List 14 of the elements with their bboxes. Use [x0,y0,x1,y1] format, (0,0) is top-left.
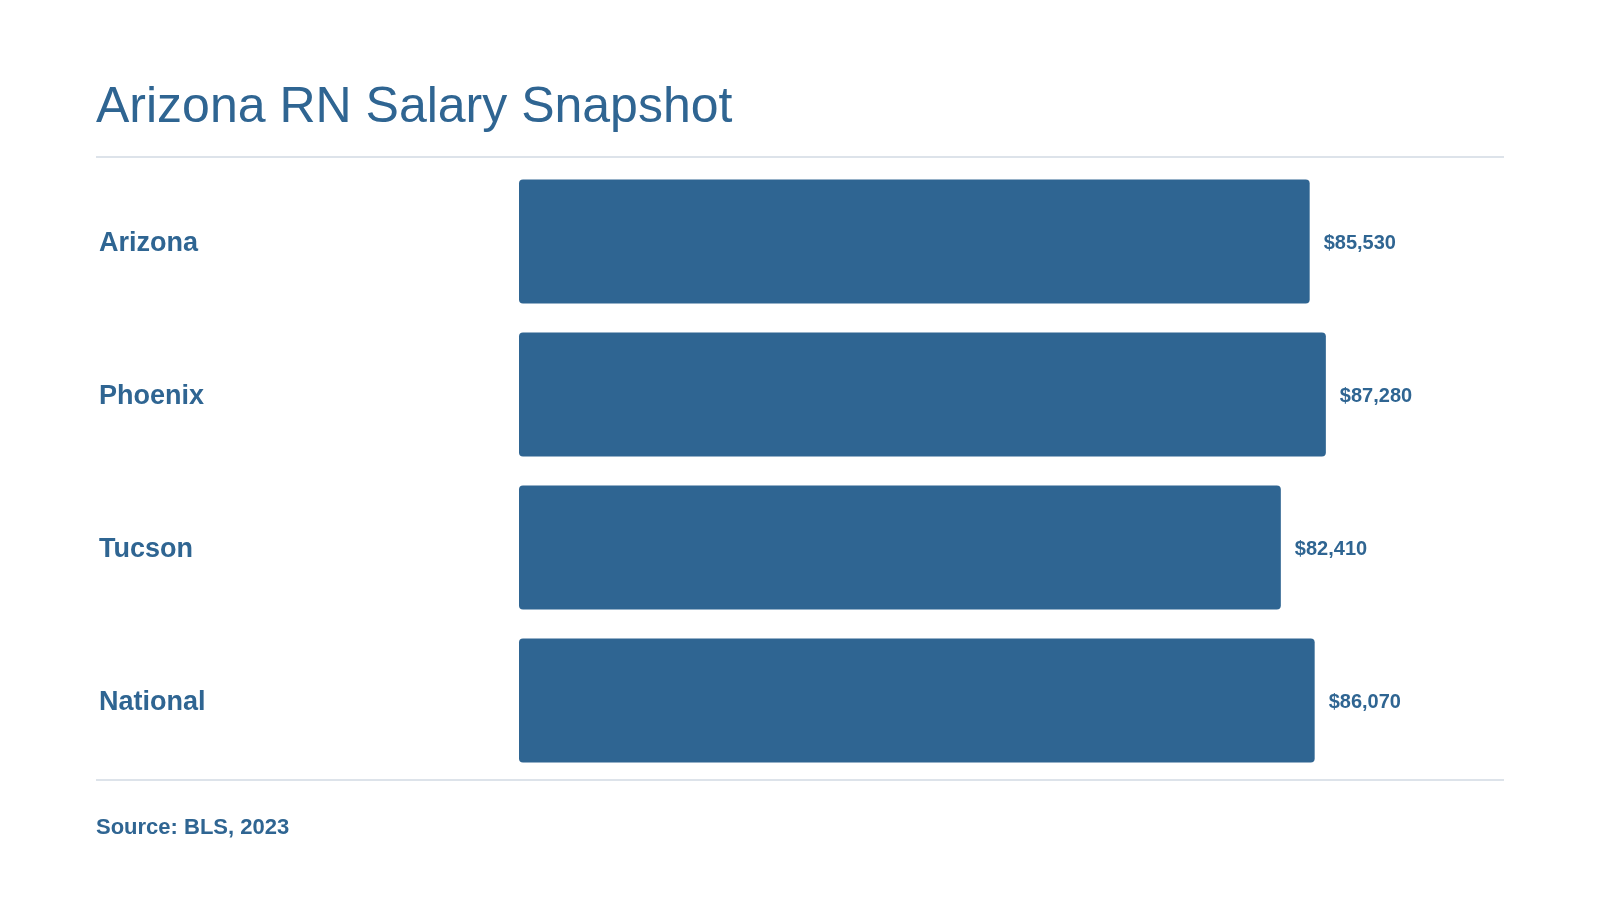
y-tick-label: National [99,685,206,716]
y-tick-label: Phoenix [99,379,205,410]
chart-title: Arizona RN Salary Snapshot [96,76,733,134]
y-tick-label: Tucson [99,532,193,563]
source-note: Source: BLS, 2023 [96,814,290,840]
data-label: $82,410 [1294,536,1368,559]
bar [519,485,1281,610]
bar [519,179,1310,304]
y-tick-label: Arizona [99,226,199,257]
data-label: $85,530 [1323,230,1396,253]
bar [519,332,1326,457]
data-label: $86,070 [1328,689,1401,712]
data-label: $87,280 [1339,383,1413,406]
bar [519,638,1315,763]
